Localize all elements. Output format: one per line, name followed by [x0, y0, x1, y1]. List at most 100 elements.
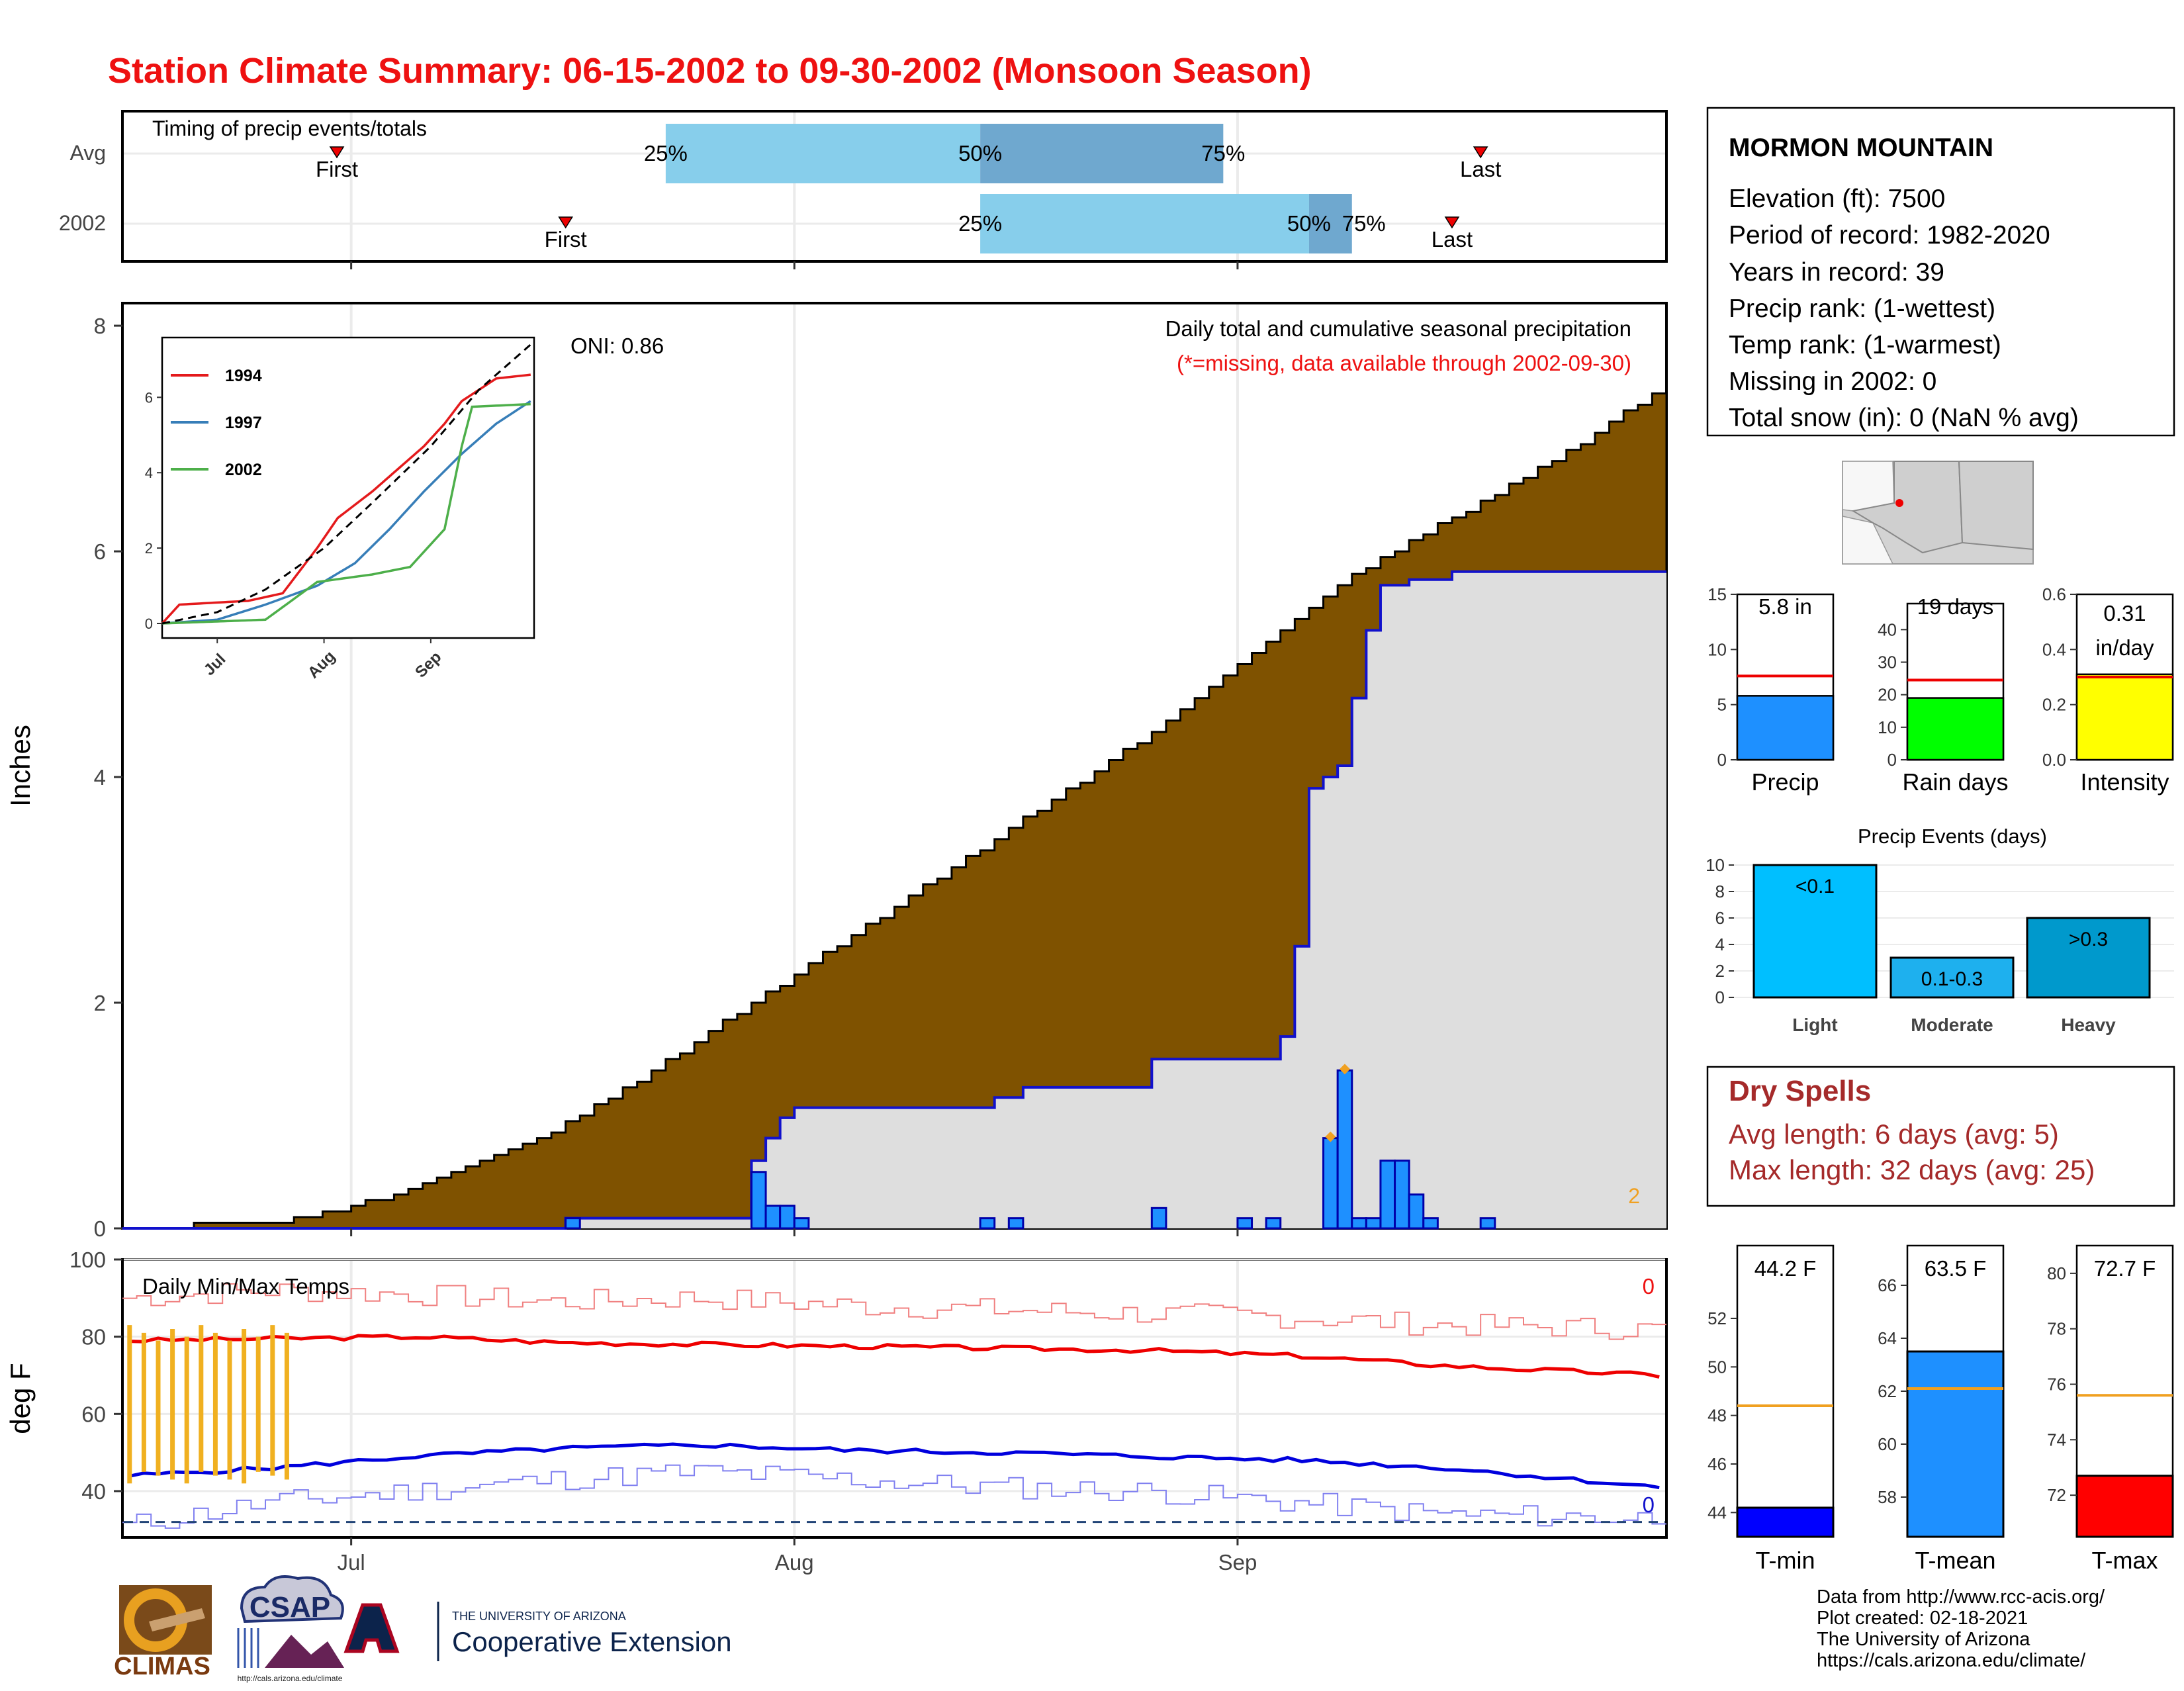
inset-y-tick-label: 0	[145, 616, 153, 632]
events-y-tick-label: 0	[1715, 987, 1725, 1007]
mini-bar-y-tick-label: 40	[1878, 619, 1897, 639]
cumulative-2002-line	[122, 570, 1666, 1230]
temperature-summary-bars: 44 46 48 50 52 44.2 F T-min 58 60 62 64 66 63.5 F T-m…	[1707, 1244, 2174, 1574]
cumulative-2002-area	[122, 571, 1666, 1228]
timing-y2002-p25-label: 25%	[958, 211, 1002, 236]
timing-avg-p50-label: 50%	[958, 141, 1002, 165]
temp-bar-frame	[1736, 1244, 1835, 1538]
daily-precip-bar	[1351, 1217, 1367, 1230]
timing-row-label-avg: Avg	[69, 141, 106, 165]
ua-large-text: Cooperative Extension	[452, 1626, 732, 1657]
timing-y2002-first-marker	[558, 216, 574, 229]
x-axis-tick-label: Jul	[338, 1550, 365, 1575]
temp-bar-y-tick-label: 48	[1707, 1406, 1727, 1426]
temp-bar-y-tick-label: 76	[2047, 1375, 2066, 1394]
precip-y-ticks: 0 2 4 6 8	[94, 314, 122, 1241]
map-neighbor-west	[1842, 461, 1895, 512]
daily-precip-bar	[1336, 1069, 1353, 1230]
mini-bar-y-tick-label: 0.2	[2042, 695, 2066, 715]
inset-line-1997	[161, 400, 531, 625]
daily-precip-bar	[1150, 1207, 1167, 1230]
temp-panel-frame	[121, 1258, 1668, 1539]
daily-precip-marker	[1339, 1064, 1350, 1075]
temp-bar-value-text: 44.2 F	[1754, 1256, 1817, 1281]
inset-legend-label: 2002	[225, 461, 262, 479]
daily-precip-bar	[793, 1217, 810, 1230]
precip-y-tick-label: 2	[94, 991, 106, 1015]
daily-precip-bar	[1236, 1217, 1253, 1230]
precip-y-tick-label: 0	[94, 1216, 106, 1241]
timing-avg-q1-bar	[665, 124, 981, 183]
csap-rain-lines	[237, 1628, 259, 1668]
precip-missing-note: (*=missing, data available through 2002-…	[1177, 351, 1631, 375]
precip-subtitle: Daily total and cumulative seasonal prec…	[1165, 316, 1631, 341]
mini-bar-y-tick-label: 0.6	[2042, 584, 2066, 604]
daily-max-temp-line	[122, 1283, 1666, 1340]
daily-precip-bar	[779, 1205, 796, 1230]
dry-spells-frame	[1706, 1066, 2175, 1207]
inset-y-tick-label: 2	[145, 540, 153, 557]
station-period: Period of record: 1982-2020	[1729, 221, 2050, 250]
mini-bar-label: Intensity	[2080, 768, 2169, 796]
temp-bar-y-tick-label: 52	[1707, 1308, 1727, 1328]
csap-cloud	[240, 1575, 344, 1623]
temp-bar-y-tick-label: 74	[2047, 1430, 2066, 1449]
footer-data-source: Data from http://www.rcc-acis.org/	[1817, 1586, 2105, 1608]
temp-bar-y-tick-label: 62	[1878, 1381, 1897, 1401]
x-axis: Jul Aug Sep	[338, 261, 1257, 1575]
x-axis-tick-label: Aug	[775, 1550, 814, 1575]
dry-spells-avg: Avg length: 6 days (avg: 5)	[1729, 1119, 2059, 1150]
events-bar-label: <0.1	[1796, 876, 1835, 897]
precip-y-tick-label: 4	[94, 765, 106, 790]
temp-bar-y-tick-label: 44	[1707, 1502, 1727, 1522]
events-category-label: Light	[1792, 1015, 1837, 1035]
mini-bar-y-tick-label: 0.4	[2042, 639, 2066, 659]
ua-a-mark	[343, 1603, 400, 1653]
events-bar-light	[1752, 864, 1878, 999]
mini-bar-value-text: 5.8 in	[1758, 594, 1812, 619]
timing-avg-p25-label: 25%	[644, 141, 688, 165]
events-y-tick-label: 4	[1715, 935, 1725, 954]
temp-panel: 40 60 80 100 Daily Min/Max Temps 0 0 deg F	[5, 1248, 1668, 1539]
station-info-box: MORMON MOUNTAIN Elevation (ft): 7500 Per…	[1706, 107, 2175, 437]
events-y-tick-label: 6	[1715, 908, 1725, 928]
daily-precip-bar	[1322, 1137, 1339, 1230]
timing-avg-last-marker	[1473, 146, 1488, 159]
timing-y2002-p50-label: 50%	[1287, 211, 1331, 236]
temp-bar-value-text: 63.5 F	[1925, 1256, 1987, 1281]
map-neighbor-sw	[1842, 516, 1894, 565]
events-category-label: Moderate	[1911, 1015, 1993, 1035]
temp-y-tick-label: 60	[81, 1402, 106, 1426]
station-info-frame	[1706, 107, 2175, 437]
temp-bar-label: T-min	[1756, 1547, 1815, 1574]
daily-precip-bar	[565, 1217, 581, 1230]
precip-missing-count: 2	[1628, 1184, 1640, 1208]
daily-precip-bar	[979, 1217, 996, 1230]
mini-bar-y-tick-label: 10	[1707, 639, 1727, 659]
temp-panel-label: Daily Min/Max Temps	[142, 1274, 349, 1299]
temp-y-tick-label: 100	[69, 1248, 106, 1272]
csap-logo-url: http://cals.arizona.edu/climate	[238, 1674, 343, 1683]
daily-precip-bar	[1408, 1193, 1425, 1230]
mini-bar-y-tick-label: 20	[1878, 685, 1897, 705]
oni-value: ONI: 0.86	[570, 334, 664, 358]
dry-spells-box: Dry Spells Avg length: 6 days (avg: 5) M…	[1706, 1066, 2175, 1207]
timing-avg-p75-label: 75%	[1201, 141, 1245, 165]
precip-y-tick-label: 8	[94, 314, 106, 338]
events-y-tick-label: 2	[1715, 961, 1725, 981]
mini-bar-precip	[1736, 695, 1835, 761]
events-title: Precip Events (days)	[1858, 825, 2047, 848]
mini-bar-y-tick-label: 5	[1717, 695, 1727, 715]
cumulative-average-area	[122, 392, 1668, 1230]
station-missing: Missing in 2002: 0	[1729, 367, 1936, 396]
daily-precip-bar	[1007, 1217, 1024, 1230]
precip-y-axis-label: Inches	[5, 725, 36, 807]
temp-bar-y-tick-label: 50	[1707, 1357, 1727, 1377]
events-bar-moderate	[1889, 956, 2015, 999]
inset-y-tick-label: 4	[145, 465, 153, 481]
inset-frame	[161, 336, 535, 639]
events-y-tick-label: 10	[1706, 855, 1725, 875]
